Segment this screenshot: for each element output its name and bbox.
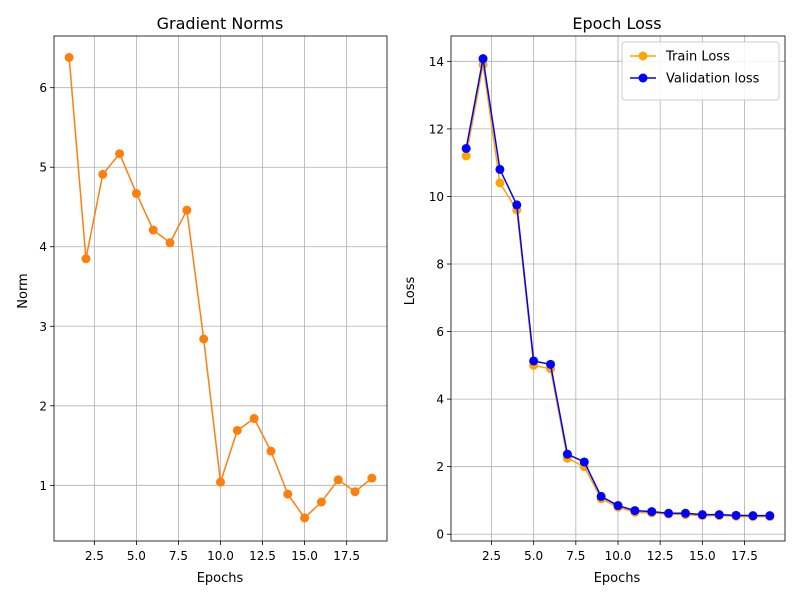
series-0 (64, 52, 377, 523)
data-point (664, 508, 674, 518)
y-tick-label: 8 (436, 258, 444, 272)
data-point (697, 510, 707, 520)
data-point (596, 491, 606, 501)
data-point (613, 501, 623, 511)
data-point (647, 507, 657, 517)
x-tick-label: 7.5 (566, 549, 585, 563)
y-tick-label: 4 (39, 240, 47, 254)
chart-title: Gradient Norms (157, 14, 284, 33)
epoch-loss-chart: Epoch Loss Epochs Loss 2.5 5.0 7.5 10.0 12.5… (403, 14, 786, 586)
data-point (478, 54, 488, 64)
axes-frame (53, 35, 388, 542)
series-validation-loss (461, 54, 775, 521)
y-tick-label: 6 (39, 81, 47, 95)
y-tick-label: 10 (429, 190, 444, 204)
data-point (495, 164, 505, 174)
data-point (731, 510, 741, 520)
legend-marker (638, 73, 648, 83)
data-point (714, 510, 724, 520)
x-axis-label: Epochs (197, 571, 244, 586)
y-tick-label: 14 (429, 55, 444, 69)
data-point (461, 151, 471, 161)
x-tick-label: 17.5 (731, 549, 758, 563)
data-point (131, 188, 141, 198)
x-tick-label: 5.0 (524, 549, 543, 563)
legend-label: Validation loss (666, 72, 760, 87)
legend-label: Train Loss (665, 50, 730, 65)
legend-marker (638, 51, 648, 61)
data-point (350, 487, 360, 497)
x-tick-label: 15.0 (689, 549, 716, 563)
data-point (512, 200, 522, 210)
gradient-norms-chart: Gradient Norms Epochs Norm 2.5 5.0 7.5 10.0… (16, 14, 388, 586)
y-tick-label: 2 (436, 460, 444, 474)
x-tick-label: 7.5 (169, 549, 188, 563)
y-tick-label: 5 (39, 161, 47, 175)
data-point (333, 475, 343, 485)
y-tick-label: 4 (436, 393, 444, 407)
data-point (680, 508, 690, 518)
data-point (495, 178, 505, 188)
x-tick-label: 10.0 (207, 549, 234, 563)
data-point (546, 359, 556, 369)
x-tick-label: 15.0 (291, 549, 318, 563)
data-point (300, 513, 310, 523)
data-point (461, 143, 471, 153)
data-point (630, 506, 640, 516)
data-point (64, 52, 74, 62)
data-point (266, 446, 276, 456)
data-point (579, 457, 589, 467)
data-point (249, 414, 259, 424)
x-tick-label: 12.5 (647, 549, 674, 563)
chart-title: Epoch Loss (572, 14, 661, 33)
x-tick-label: 10.0 (605, 549, 632, 563)
x-axis-label: Epochs (594, 571, 641, 586)
data-point (182, 205, 192, 215)
y-axis-label: Norm (16, 273, 31, 308)
data-point (367, 473, 377, 483)
x-tick-label: 2.5 (482, 549, 501, 563)
legend-box (621, 41, 780, 101)
y-tick-label: 3 (39, 320, 47, 334)
x-tick-label: 5.0 (127, 549, 146, 563)
x-tick-label: 2.5 (85, 549, 104, 563)
data-point (165, 238, 175, 248)
data-point (81, 254, 91, 264)
data-point (562, 449, 572, 459)
legend: Train Loss Validation loss (621, 41, 780, 101)
data-point (748, 511, 758, 521)
data-point (529, 356, 539, 366)
data-point (316, 497, 326, 507)
grid (451, 36, 785, 541)
data-point (148, 225, 158, 235)
data-point (115, 149, 125, 159)
data-point (216, 477, 225, 487)
grid (54, 36, 387, 541)
data-point (98, 169, 108, 179)
axes-frame (450, 35, 786, 542)
data-point (199, 334, 209, 344)
data-point (765, 511, 775, 521)
y-tick-label: 6 (436, 325, 444, 339)
y-axis-label: Loss (403, 277, 418, 306)
y-tick-label: 1 (39, 479, 47, 493)
data-point (232, 425, 242, 435)
x-tick-label: 17.5 (333, 549, 360, 563)
y-tick-label: 2 (39, 399, 47, 413)
y-tick-label: 0 (436, 528, 444, 542)
x-tick-label: 12.5 (249, 549, 276, 563)
data-point (283, 489, 293, 499)
y-tick-label: 12 (429, 122, 444, 136)
